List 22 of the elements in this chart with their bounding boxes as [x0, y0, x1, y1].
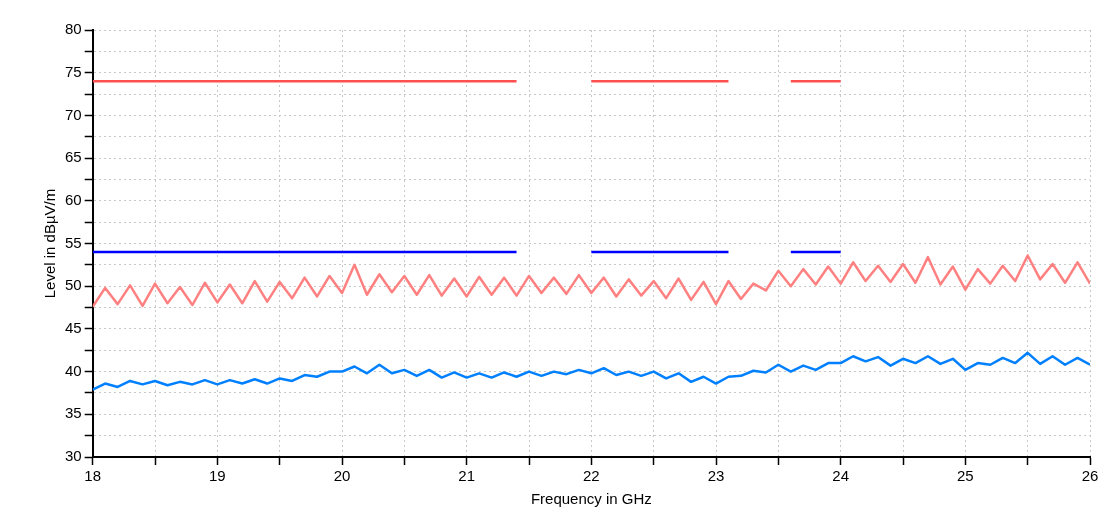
- y-tick-label: 45: [65, 319, 82, 337]
- y-tick-label: 65: [65, 148, 82, 166]
- y-tick-label: 55: [65, 233, 82, 251]
- y-tick-label: 30: [65, 447, 82, 465]
- x-tick-label: 22: [583, 467, 600, 485]
- y-tick-label: 75: [65, 62, 82, 80]
- y-tick-label: 35: [65, 404, 82, 422]
- x-tick-label: 26: [1081, 467, 1099, 485]
- y-tick-label: 60: [65, 190, 82, 208]
- x-tick-label: 20: [333, 467, 351, 485]
- y-axis-title: Level in dBµV/m: [41, 188, 59, 299]
- x-tick-label: 19: [209, 467, 226, 485]
- x-tick-label: 21: [458, 467, 476, 485]
- y-tick-label: 80: [65, 20, 82, 38]
- x-tick-label: 25: [956, 467, 974, 485]
- y-tick-label: 40: [65, 361, 82, 379]
- y-tick-label: 70: [65, 105, 82, 123]
- x-tick-label: 23: [707, 467, 725, 485]
- x-axis-title: Frequency in GHz: [530, 490, 652, 508]
- y-tick-label: 50: [65, 276, 82, 294]
- x-tick-label: 18: [84, 467, 102, 485]
- x-tick-label: 24: [832, 467, 850, 485]
